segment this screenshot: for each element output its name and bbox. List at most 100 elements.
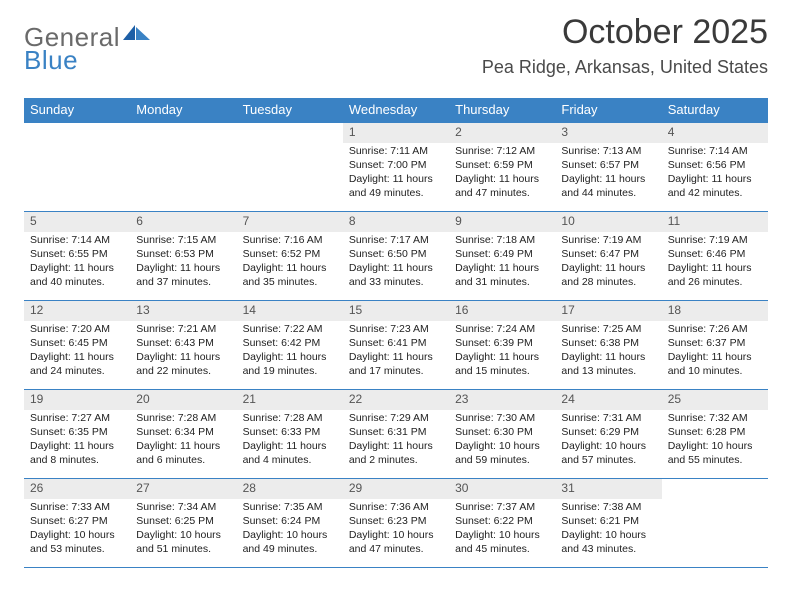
day-number: 7 [237,212,343,232]
day-number: 24 [555,390,661,410]
day-body: Sunrise: 7:14 AMSunset: 6:55 PMDaylight:… [24,232,130,292]
weekday-header: Wednesday [343,98,449,123]
calendar-cell [662,479,768,568]
calendar-cell: 1Sunrise: 7:11 AMSunset: 7:00 PMDaylight… [343,123,449,212]
title-block: October 2025 Pea Ridge, Arkansas, United… [482,14,768,78]
day-number: 28 [237,479,343,499]
calendar-cell: 4Sunrise: 7:14 AMSunset: 6:56 PMDaylight… [662,123,768,212]
day-body: Sunrise: 7:31 AMSunset: 6:29 PMDaylight:… [555,410,661,470]
day-body: Sunrise: 7:15 AMSunset: 6:53 PMDaylight:… [130,232,236,292]
bottom-rule [24,567,768,568]
calendar-cell: 25Sunrise: 7:32 AMSunset: 6:28 PMDayligh… [662,390,768,479]
day-number: 21 [237,390,343,410]
day-body: Sunrise: 7:37 AMSunset: 6:22 PMDaylight:… [449,499,555,559]
day-number: 14 [237,301,343,321]
day-body: Sunrise: 7:29 AMSunset: 6:31 PMDaylight:… [343,410,449,470]
day-body: Sunrise: 7:17 AMSunset: 6:50 PMDaylight:… [343,232,449,292]
logo-flag-icon [122,22,152,49]
weekday-header: Friday [555,98,661,123]
calendar-cell: 9Sunrise: 7:18 AMSunset: 6:49 PMDaylight… [449,212,555,301]
day-body: Sunrise: 7:19 AMSunset: 6:46 PMDaylight:… [662,232,768,292]
calendar-cell: 2Sunrise: 7:12 AMSunset: 6:59 PMDaylight… [449,123,555,212]
calendar-cell [24,123,130,212]
day-body: Sunrise: 7:36 AMSunset: 6:23 PMDaylight:… [343,499,449,559]
day-body: Sunrise: 7:14 AMSunset: 6:56 PMDaylight:… [662,143,768,203]
day-body: Sunrise: 7:35 AMSunset: 6:24 PMDaylight:… [237,499,343,559]
day-body: Sunrise: 7:13 AMSunset: 6:57 PMDaylight:… [555,143,661,203]
calendar-cell: 19Sunrise: 7:27 AMSunset: 6:35 PMDayligh… [24,390,130,479]
calendar-cell: 28Sunrise: 7:35 AMSunset: 6:24 PMDayligh… [237,479,343,568]
day-number: 27 [130,479,236,499]
day-body: Sunrise: 7:20 AMSunset: 6:45 PMDaylight:… [24,321,130,381]
calendar-cell: 31Sunrise: 7:38 AMSunset: 6:21 PMDayligh… [555,479,661,568]
calendar-week: 12Sunrise: 7:20 AMSunset: 6:45 PMDayligh… [24,301,768,390]
day-number: 1 [343,123,449,143]
calendar-week: 19Sunrise: 7:27 AMSunset: 6:35 PMDayligh… [24,390,768,479]
calendar-week: 5Sunrise: 7:14 AMSunset: 6:55 PMDaylight… [24,212,768,301]
day-number: 10 [555,212,661,232]
day-number: 15 [343,301,449,321]
day-body: Sunrise: 7:18 AMSunset: 6:49 PMDaylight:… [449,232,555,292]
weekday-header: Monday [130,98,236,123]
weekday-header: Saturday [662,98,768,123]
calendar-cell: 12Sunrise: 7:20 AMSunset: 6:45 PMDayligh… [24,301,130,390]
day-number: 6 [130,212,236,232]
day-number: 18 [662,301,768,321]
day-body: Sunrise: 7:16 AMSunset: 6:52 PMDaylight:… [237,232,343,292]
day-body: Sunrise: 7:27 AMSunset: 6:35 PMDaylight:… [24,410,130,470]
day-number: 20 [130,390,236,410]
day-number: 8 [343,212,449,232]
calendar-table: SundayMondayTuesdayWednesdayThursdayFrid… [24,98,768,567]
calendar-cell: 23Sunrise: 7:30 AMSunset: 6:30 PMDayligh… [449,390,555,479]
day-number: 19 [24,390,130,410]
day-body: Sunrise: 7:12 AMSunset: 6:59 PMDaylight:… [449,143,555,203]
day-body: Sunrise: 7:32 AMSunset: 6:28 PMDaylight:… [662,410,768,470]
weekday-header: Thursday [449,98,555,123]
calendar-cell: 5Sunrise: 7:14 AMSunset: 6:55 PMDaylight… [24,212,130,301]
calendar-page: General Blue October 2025 Pea Ridge, Ark… [0,0,792,612]
calendar-cell: 10Sunrise: 7:19 AMSunset: 6:47 PMDayligh… [555,212,661,301]
day-body: Sunrise: 7:28 AMSunset: 6:33 PMDaylight:… [237,410,343,470]
day-body: Sunrise: 7:26 AMSunset: 6:37 PMDaylight:… [662,321,768,381]
month-title: October 2025 [482,14,768,51]
day-number: 2 [449,123,555,143]
day-body: Sunrise: 7:11 AMSunset: 7:00 PMDaylight:… [343,143,449,203]
calendar-cell: 29Sunrise: 7:36 AMSunset: 6:23 PMDayligh… [343,479,449,568]
day-number: 22 [343,390,449,410]
day-number: 30 [449,479,555,499]
calendar-cell: 6Sunrise: 7:15 AMSunset: 6:53 PMDaylight… [130,212,236,301]
calendar-cell: 3Sunrise: 7:13 AMSunset: 6:57 PMDaylight… [555,123,661,212]
day-body: Sunrise: 7:21 AMSunset: 6:43 PMDaylight:… [130,321,236,381]
calendar-head: SundayMondayTuesdayWednesdayThursdayFrid… [24,98,768,123]
day-number: 5 [24,212,130,232]
calendar-cell: 22Sunrise: 7:29 AMSunset: 6:31 PMDayligh… [343,390,449,479]
day-body: Sunrise: 7:38 AMSunset: 6:21 PMDaylight:… [555,499,661,559]
day-body: Sunrise: 7:33 AMSunset: 6:27 PMDaylight:… [24,499,130,559]
logo-text-blue: Blue [24,45,78,75]
logo: General Blue [24,14,152,76]
calendar-week: 26Sunrise: 7:33 AMSunset: 6:27 PMDayligh… [24,479,768,568]
day-number: 9 [449,212,555,232]
day-number: 25 [662,390,768,410]
day-number: 17 [555,301,661,321]
calendar-cell: 14Sunrise: 7:22 AMSunset: 6:42 PMDayligh… [237,301,343,390]
day-number: 11 [662,212,768,232]
day-body: Sunrise: 7:19 AMSunset: 6:47 PMDaylight:… [555,232,661,292]
day-number: 3 [555,123,661,143]
calendar-cell: 20Sunrise: 7:28 AMSunset: 6:34 PMDayligh… [130,390,236,479]
calendar-cell: 26Sunrise: 7:33 AMSunset: 6:27 PMDayligh… [24,479,130,568]
calendar-cell: 24Sunrise: 7:31 AMSunset: 6:29 PMDayligh… [555,390,661,479]
calendar-cell: 11Sunrise: 7:19 AMSunset: 6:46 PMDayligh… [662,212,768,301]
calendar-cell: 7Sunrise: 7:16 AMSunset: 6:52 PMDaylight… [237,212,343,301]
day-number: 4 [662,123,768,143]
calendar-cell: 8Sunrise: 7:17 AMSunset: 6:50 PMDaylight… [343,212,449,301]
calendar-week: 1Sunrise: 7:11 AMSunset: 7:00 PMDaylight… [24,123,768,212]
calendar-cell: 30Sunrise: 7:37 AMSunset: 6:22 PMDayligh… [449,479,555,568]
calendar-cell: 15Sunrise: 7:23 AMSunset: 6:41 PMDayligh… [343,301,449,390]
day-body: Sunrise: 7:25 AMSunset: 6:38 PMDaylight:… [555,321,661,381]
weekday-header: Tuesday [237,98,343,123]
day-body: Sunrise: 7:34 AMSunset: 6:25 PMDaylight:… [130,499,236,559]
calendar-body: 1Sunrise: 7:11 AMSunset: 7:00 PMDaylight… [24,123,768,568]
day-body: Sunrise: 7:24 AMSunset: 6:39 PMDaylight:… [449,321,555,381]
day-body: Sunrise: 7:30 AMSunset: 6:30 PMDaylight:… [449,410,555,470]
